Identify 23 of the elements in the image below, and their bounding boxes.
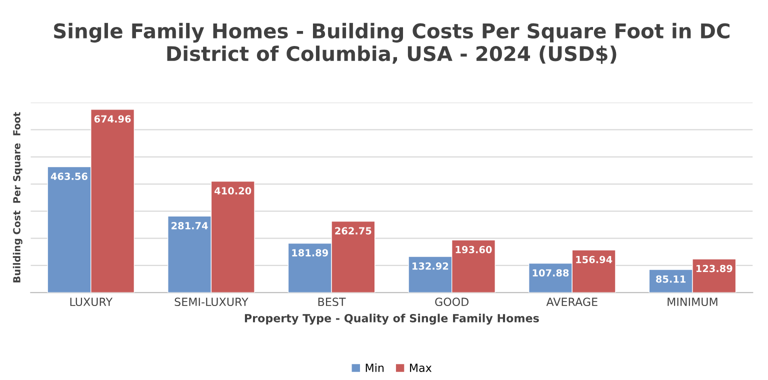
data-label: 181.89 (292, 249, 328, 256)
data-label: 156.94 (576, 256, 612, 264)
data-label: 123.89 (696, 264, 732, 272)
data-label: 463.56 (50, 172, 88, 180)
data-label: 107.88 (532, 269, 569, 277)
legend-label: Min (366, 363, 384, 372)
legend-label: Max (410, 364, 432, 372)
y-axis-title: Building Cost Per Square Foot (12, 112, 22, 282)
data-label: 262.75 (335, 227, 372, 235)
data-label: 85.11 (656, 275, 686, 283)
x-tick-label: MINIMUM (668, 298, 718, 306)
x-tick-label: SEMI-LUXURY (174, 298, 248, 306)
data-label: 132.92 (412, 262, 448, 270)
data-label: 281.74 (172, 222, 208, 230)
data-label: 193.60 (456, 246, 492, 254)
data-label: 674.96 (94, 115, 131, 123)
x-axis-title: Property Type - Quality of Single Family Homes (244, 314, 539, 325)
x-tick-label: GOOD (435, 298, 469, 306)
x-tick-label: BEST (318, 298, 346, 306)
x-tick-label: LUXURY (70, 298, 113, 306)
x-tick-label: AVERAGE (546, 298, 598, 306)
data-label: 410.20 (214, 187, 252, 194)
chart-title: Single Family Homes - Building Costs Per Square Foot in DC District of Columbia, USA - 2024 (USD$) (54, 22, 730, 64)
